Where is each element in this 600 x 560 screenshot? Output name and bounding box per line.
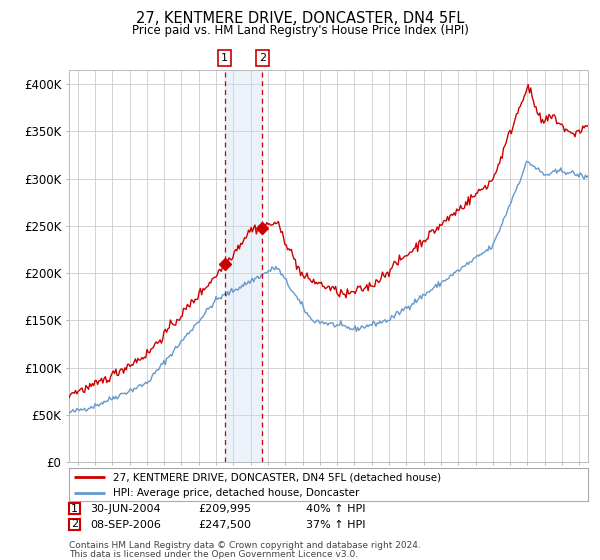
Text: Price paid vs. HM Land Registry's House Price Index (HPI): Price paid vs. HM Land Registry's House …	[131, 24, 469, 37]
Text: 30-JUN-2004: 30-JUN-2004	[90, 504, 161, 514]
Text: Contains HM Land Registry data © Crown copyright and database right 2024.: Contains HM Land Registry data © Crown c…	[69, 542, 421, 550]
Text: £209,995: £209,995	[198, 504, 251, 514]
Text: This data is licensed under the Open Government Licence v3.0.: This data is licensed under the Open Gov…	[69, 550, 358, 559]
Text: 2: 2	[71, 519, 78, 529]
Text: 1: 1	[221, 53, 228, 63]
Text: 37% ↑ HPI: 37% ↑ HPI	[306, 520, 365, 530]
Text: 1: 1	[71, 503, 78, 514]
Text: HPI: Average price, detached house, Doncaster: HPI: Average price, detached house, Donc…	[113, 488, 359, 498]
Text: £247,500: £247,500	[198, 520, 251, 530]
Text: 27, KENTMERE DRIVE, DONCASTER, DN4 5FL (detached house): 27, KENTMERE DRIVE, DONCASTER, DN4 5FL (…	[113, 472, 441, 482]
Bar	[224, 70, 262, 462]
Text: 08-SEP-2006: 08-SEP-2006	[90, 520, 161, 530]
Text: 27, KENTMERE DRIVE, DONCASTER, DN4 5FL: 27, KENTMERE DRIVE, DONCASTER, DN4 5FL	[136, 11, 464, 26]
Text: 40% ↑ HPI: 40% ↑ HPI	[306, 504, 365, 514]
Text: 2: 2	[259, 53, 266, 63]
